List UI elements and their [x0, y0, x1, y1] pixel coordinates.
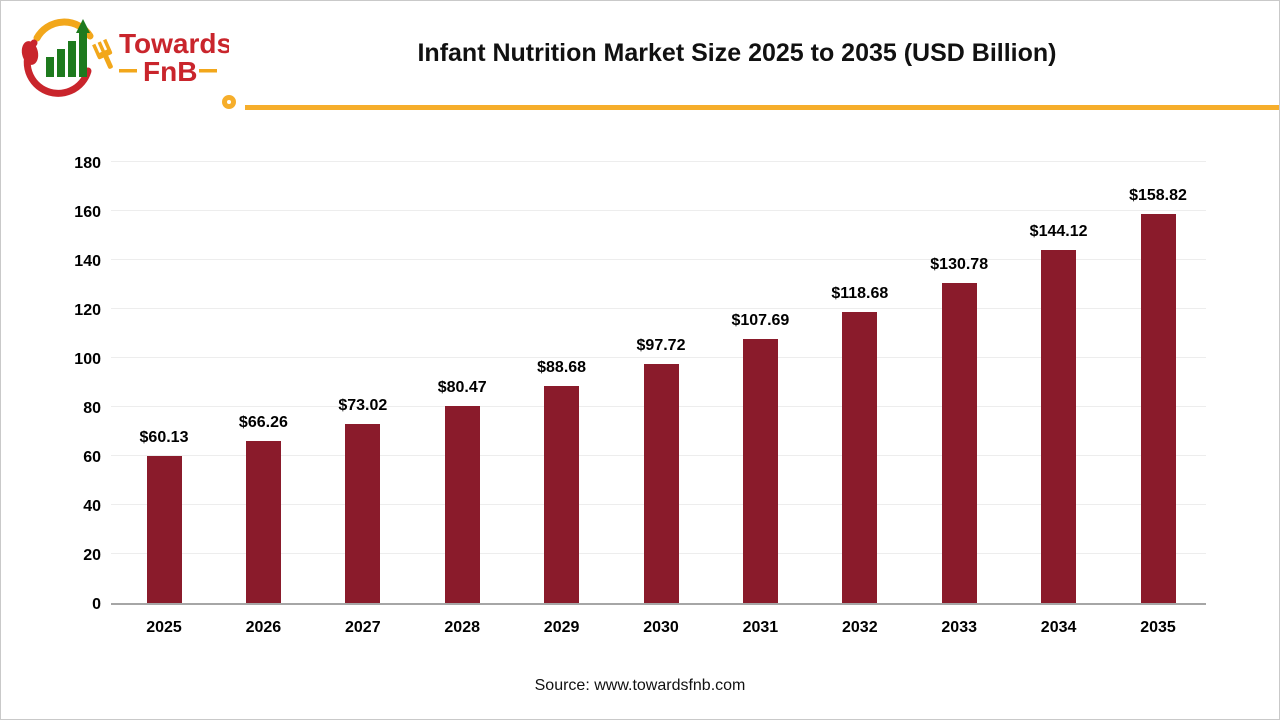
bar-2034	[1041, 249, 1077, 603]
bar-value-label-2032: $118.68	[831, 285, 889, 303]
bar-value-label-2033: $130.78	[930, 255, 989, 273]
gridline-160	[111, 210, 1206, 211]
bar-value-label-2034: $144.12	[1029, 222, 1088, 240]
x-tick-2027: 2027	[345, 619, 381, 636]
towards-fnb-logo: Towards FnB	[19, 11, 232, 99]
bar-2026	[245, 440, 281, 603]
y-tick-160: 160	[74, 204, 101, 221]
logo-word2: FnB	[143, 56, 197, 87]
bar-2032	[842, 312, 878, 603]
bar-value-label-2031: $107.69	[731, 312, 790, 330]
gridline-120	[111, 308, 1206, 309]
gridline-140	[111, 259, 1206, 260]
bar-value-label-2026: $66.26	[238, 413, 288, 431]
bar-value-label-2028: $80.47	[437, 378, 487, 396]
bar-value-label-2027: $73.02	[338, 397, 388, 415]
bar-2035	[1140, 213, 1176, 603]
bar-2027	[345, 424, 381, 603]
bar-value-label-2030: $97.72	[636, 336, 686, 354]
y-tick-40: 40	[83, 498, 101, 515]
towards-fnb-logo-icon: Towards FnB	[21, 18, 232, 97]
x-tick-2031: 2031	[742, 619, 779, 636]
bar-2030	[643, 363, 679, 603]
logo-word1: Towards	[119, 28, 229, 59]
x-axis-labels: 2025 2026 2027 2028 2029 2030 2031 2032 2033 2034…	[111, 619, 1206, 645]
x-tick-2034: 2034	[1040, 619, 1077, 636]
y-tick-140: 140	[74, 253, 101, 270]
bar-2025	[146, 455, 182, 603]
y-tick-120: 120	[74, 302, 101, 319]
source-text: Source: www.towardsfnb.com	[534, 677, 746, 694]
logo-dash-right	[199, 69, 217, 73]
bar-value-label-2035: $158.82	[1129, 186, 1187, 204]
fork-icon	[92, 38, 113, 69]
bar-2028	[444, 405, 480, 603]
divider-line	[245, 105, 1279, 110]
gridline-180	[111, 161, 1206, 162]
divider-ring-icon	[222, 95, 236, 109]
y-tick-80: 80	[83, 400, 101, 417]
gridline-100	[111, 357, 1206, 358]
plot-area: $60.13 $66.26 $73.02 $80.47 $88.68 $97.72 $107…	[111, 161, 1206, 605]
chart-title: Infant Nutrition Market Size 2025 to 203…	[417, 39, 1057, 67]
y-tick-180: 180	[74, 155, 101, 172]
y-tick-20: 20	[83, 547, 101, 564]
x-tick-2026: 2026	[245, 619, 282, 636]
x-tick-2028: 2028	[444, 619, 480, 636]
y-axis-labels: 0 20 40 60 80 100 120 140 160 180	[37, 155, 101, 613]
x-tick-2035: 2035	[1140, 619, 1176, 636]
bar-value-label-2025: $60.13	[139, 428, 189, 446]
bar-value-label-2029: $88.68	[537, 358, 587, 376]
logo-dash-left	[119, 69, 137, 73]
y-tick-100: 100	[74, 351, 101, 368]
y-tick-0: 0	[92, 596, 101, 613]
logo-chart-bars	[46, 19, 90, 77]
spoon-icon	[21, 41, 39, 65]
x-tick-2033: 2033	[941, 619, 977, 636]
x-tick-2025: 2025	[146, 619, 182, 636]
bar-2031	[742, 339, 778, 603]
y-tick-60: 60	[83, 449, 101, 466]
bar-2029	[544, 385, 580, 603]
x-tick-2032: 2032	[842, 619, 878, 636]
bar-2033	[941, 282, 977, 603]
x-tick-2030: 2030	[643, 619, 679, 636]
x-tick-2029: 2029	[543, 619, 580, 636]
